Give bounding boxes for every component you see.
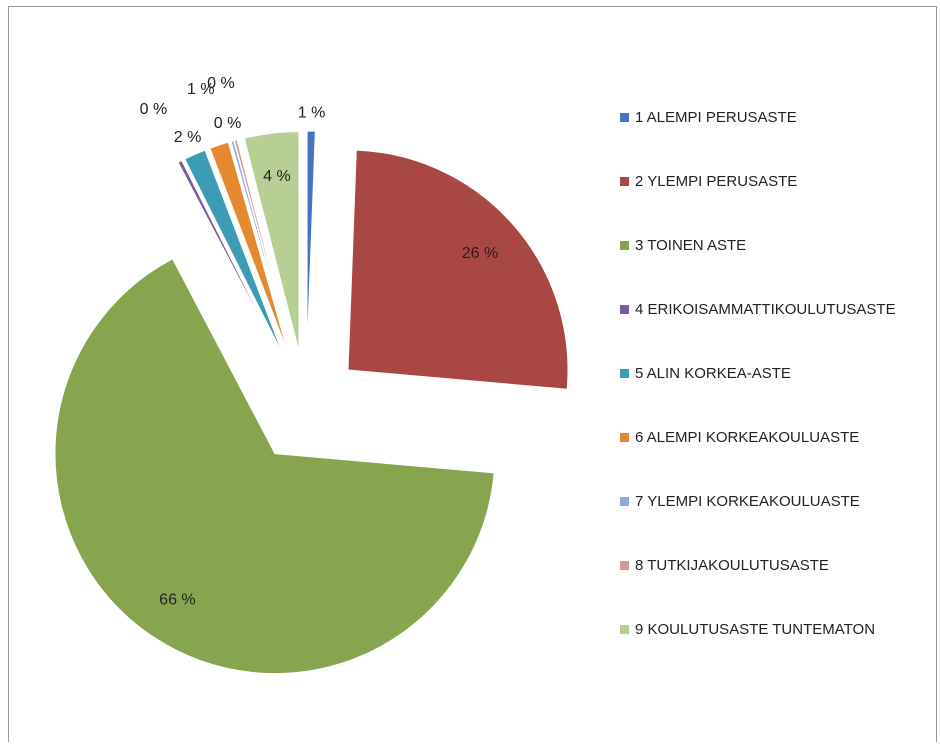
legend-swatch: [620, 369, 629, 378]
legend-swatch: [620, 497, 629, 506]
data-label: 2 %: [174, 129, 202, 146]
data-label: 0 %: [214, 115, 242, 132]
legend-swatch: [620, 113, 629, 122]
data-label: 0 %: [140, 101, 168, 118]
pie-slice: [230, 140, 292, 354]
pie-slice: [347, 149, 569, 390]
chart-border: [8, 6, 937, 747]
data-label: 4 %: [263, 168, 291, 185]
pie-slice: [306, 130, 316, 352]
data-label: 26 %: [462, 245, 498, 262]
pie-slice: [209, 141, 289, 355]
legend-label: 4 ERIKOISAMMATTIKOULUTUSASTE: [635, 301, 896, 318]
data-label: 0 %: [207, 75, 235, 92]
pie-slice: [243, 130, 300, 352]
legend-swatch: [620, 177, 629, 186]
legend-label: 3 TOINEN ASTE: [635, 237, 746, 254]
data-label: 1 %: [187, 81, 215, 98]
legend-swatch: [620, 241, 629, 250]
legend-swatch: [620, 433, 629, 442]
pie-slice: [184, 149, 284, 356]
legend-label: 2 YLEMPI PERUSASTE: [635, 173, 797, 190]
legend-label: 6 ALEMPI KORKEAKOULUASTE: [635, 429, 859, 446]
data-label: 66 %: [159, 591, 195, 608]
legend-swatch: [620, 561, 629, 570]
legend-label: 5 ALIN KORKEA-ASTE: [635, 365, 791, 382]
legend-label: 1 ALEMPI PERUSASTE: [635, 109, 797, 126]
legend-label: 8 TUTKIJAKOULUTUSASTE: [635, 557, 829, 574]
legend-swatch: [620, 625, 629, 634]
pie-slice: [54, 258, 495, 675]
legend-label: 9 KOULUTUSASTE TUNTEMATON: [635, 621, 875, 638]
data-label: 1 %: [298, 104, 326, 121]
pie-slice: [233, 139, 293, 353]
legend-label: 7 YLEMPI KORKEAKOULUASTE: [635, 493, 860, 510]
legend-swatch: [620, 305, 629, 314]
pie-slice: [177, 159, 281, 358]
